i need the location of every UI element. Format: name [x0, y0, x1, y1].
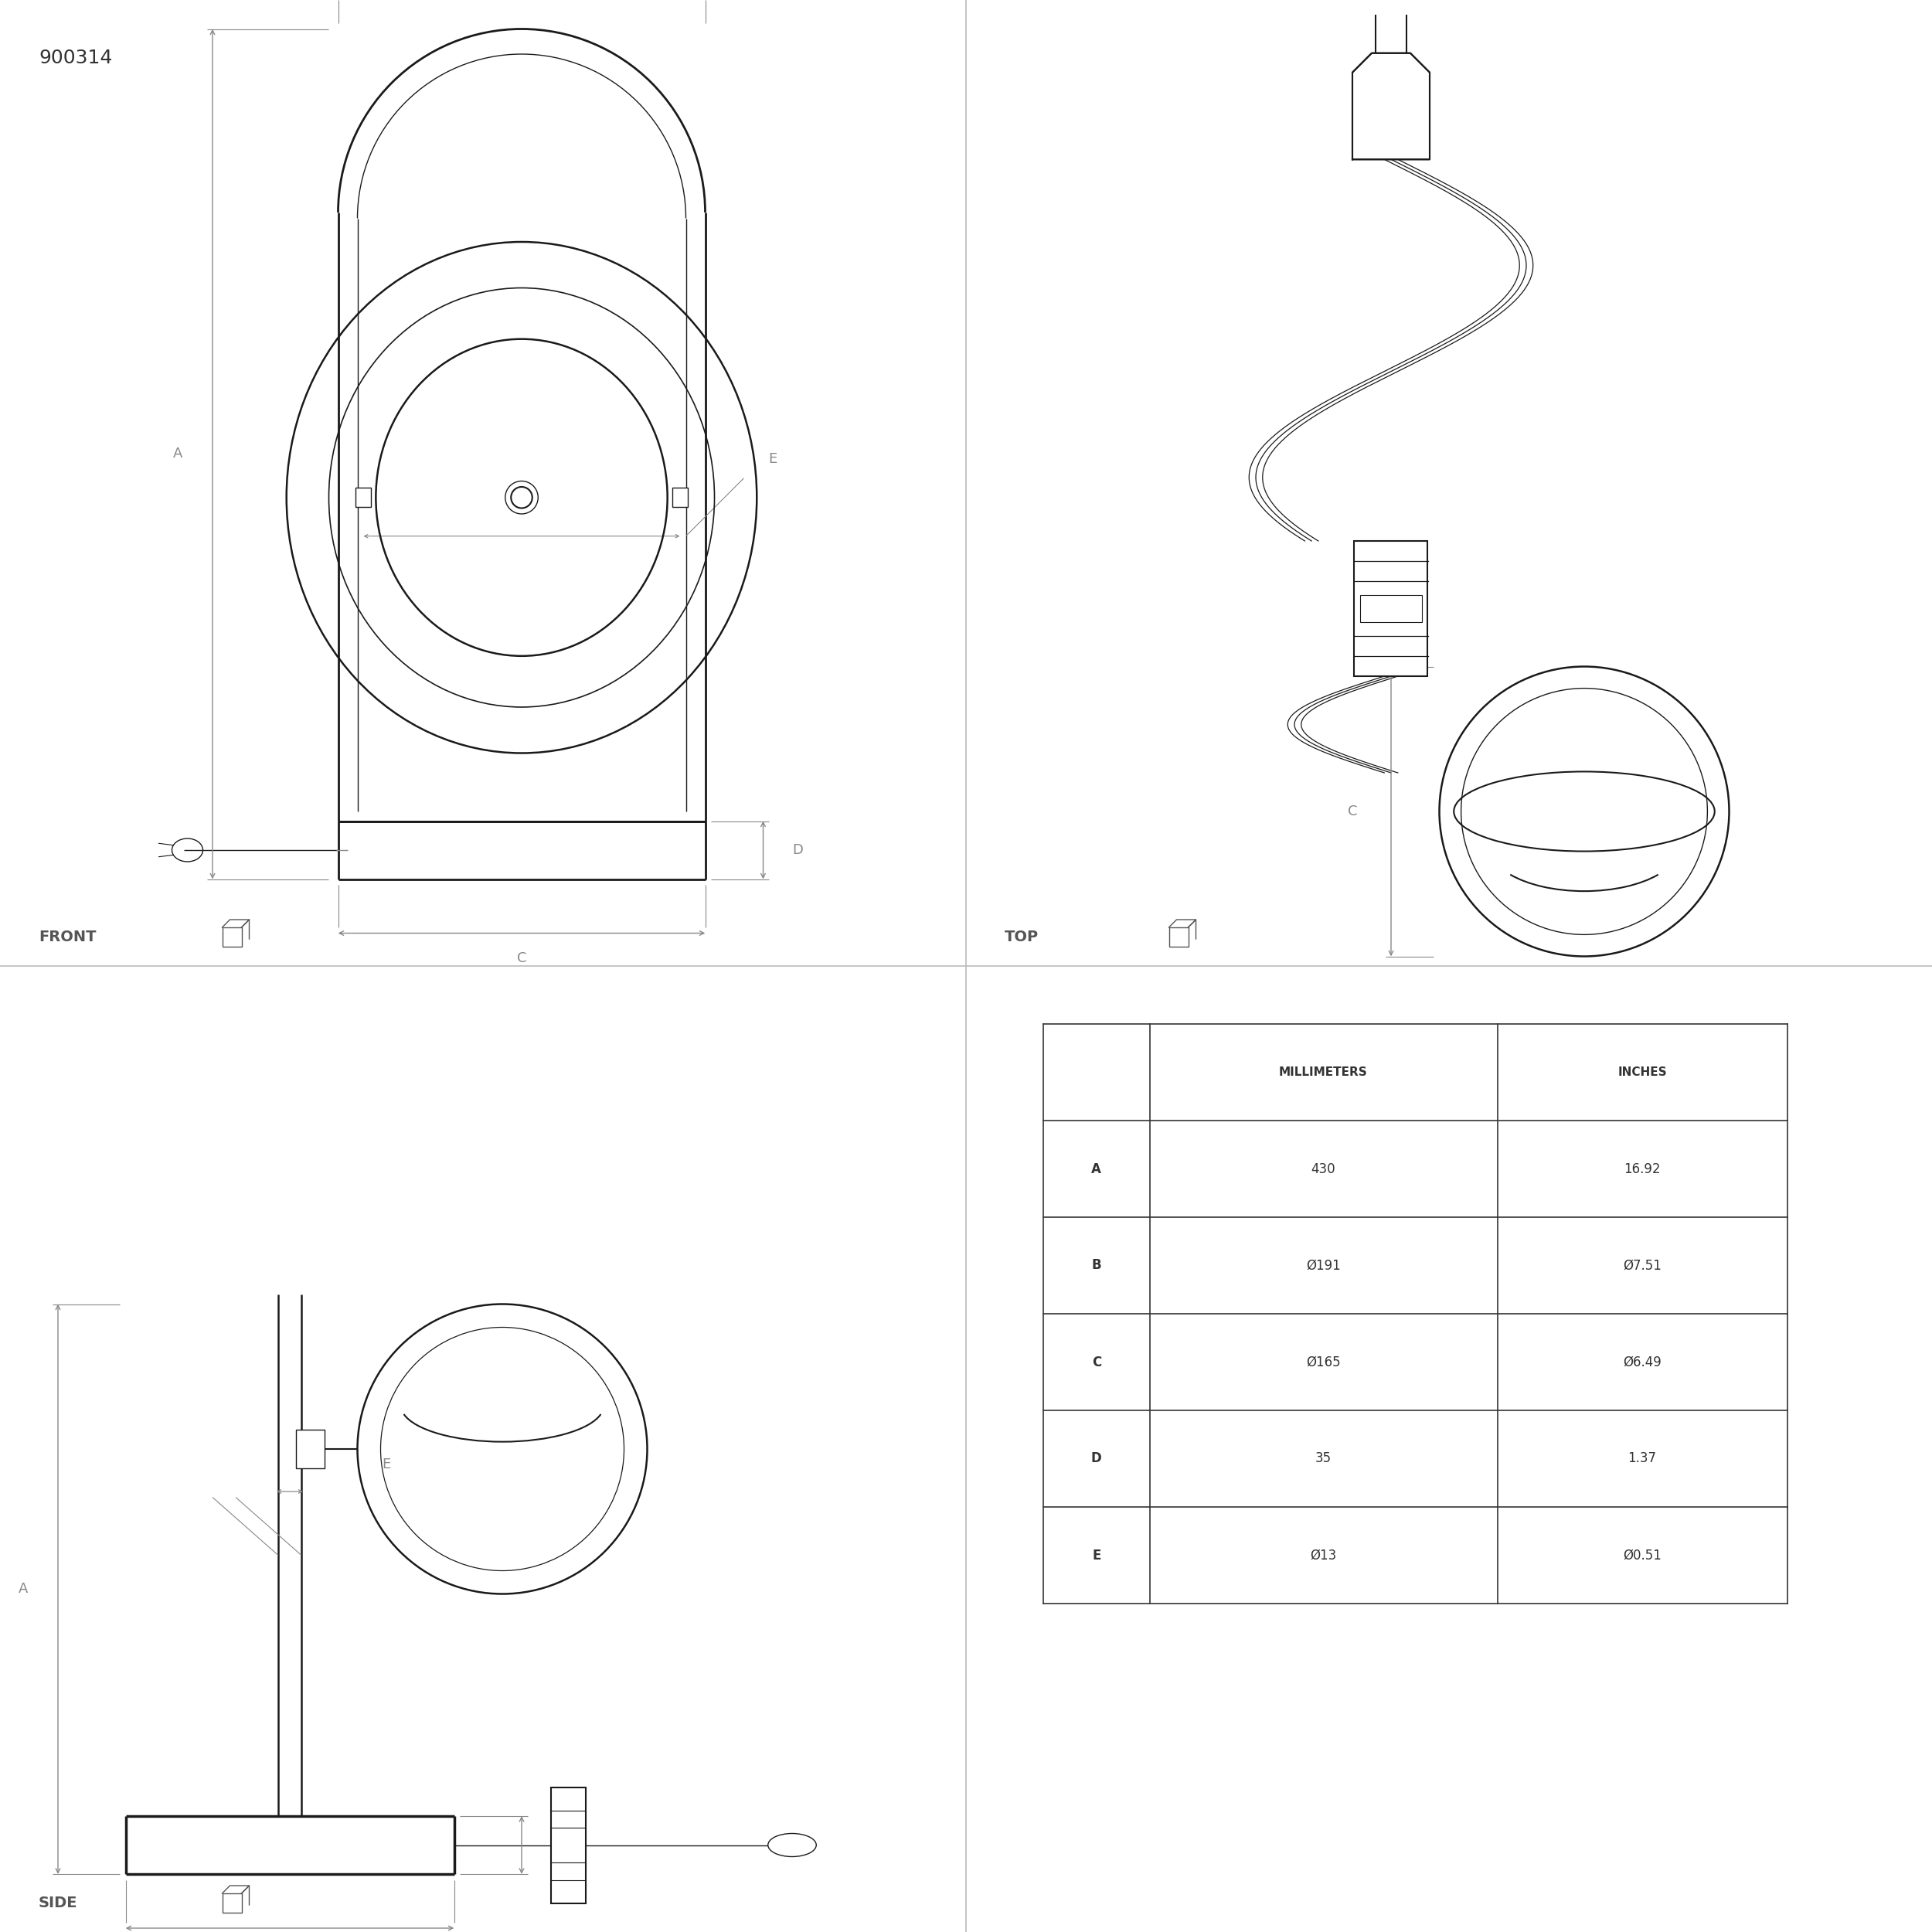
Text: Ø0.51: Ø0.51 [1623, 1548, 1662, 1563]
Text: D: D [551, 1837, 562, 1853]
Text: 430: 430 [1312, 1161, 1335, 1177]
Text: E: E [383, 1457, 390, 1472]
Text: A: A [19, 1582, 27, 1596]
Circle shape [357, 1304, 647, 1594]
Bar [222, 927, 242, 947]
Polygon shape [1352, 52, 1430, 158]
Text: INCHES: INCHES [1617, 1066, 1667, 1078]
Text: TOP: TOP [1005, 929, 1039, 945]
Text: B: B [1092, 1258, 1101, 1273]
Text: SIDE: SIDE [39, 1895, 77, 1911]
Bar [296, 1430, 325, 1468]
Text: Ø13: Ø13 [1310, 1548, 1337, 1563]
Bar [1169, 927, 1188, 947]
Text: C: C [1092, 1354, 1101, 1370]
Text: MILLIMETERS: MILLIMETERS [1279, 1066, 1368, 1078]
Bar [1360, 595, 1422, 622]
Text: A: A [174, 446, 182, 462]
Text: Ø191: Ø191 [1306, 1258, 1341, 1273]
Text: D: D [792, 842, 804, 858]
Ellipse shape [769, 1833, 817, 1857]
Bar [672, 487, 688, 506]
Text: Ø7.51: Ø7.51 [1623, 1258, 1662, 1273]
Text: A: A [1092, 1161, 1101, 1177]
Bar [1354, 541, 1428, 676]
Bar [222, 1893, 242, 1913]
Text: FRONT: FRONT [39, 929, 97, 945]
Text: C: C [518, 951, 526, 966]
Text: Ø165: Ø165 [1306, 1354, 1341, 1370]
Text: E: E [1092, 1548, 1101, 1563]
Circle shape [510, 487, 533, 508]
Bar [551, 1787, 585, 1903]
Text: 900314: 900314 [39, 48, 112, 68]
Text: C: C [1349, 804, 1356, 819]
Text: 35: 35 [1316, 1451, 1331, 1466]
Text: D: D [1092, 1451, 1101, 1466]
Text: E: E [769, 452, 777, 466]
Text: 16.92: 16.92 [1623, 1161, 1662, 1177]
Circle shape [1439, 667, 1729, 956]
Text: Ø6.49: Ø6.49 [1623, 1354, 1662, 1370]
Bar [355, 487, 371, 506]
Text: 1.37: 1.37 [1629, 1451, 1656, 1466]
